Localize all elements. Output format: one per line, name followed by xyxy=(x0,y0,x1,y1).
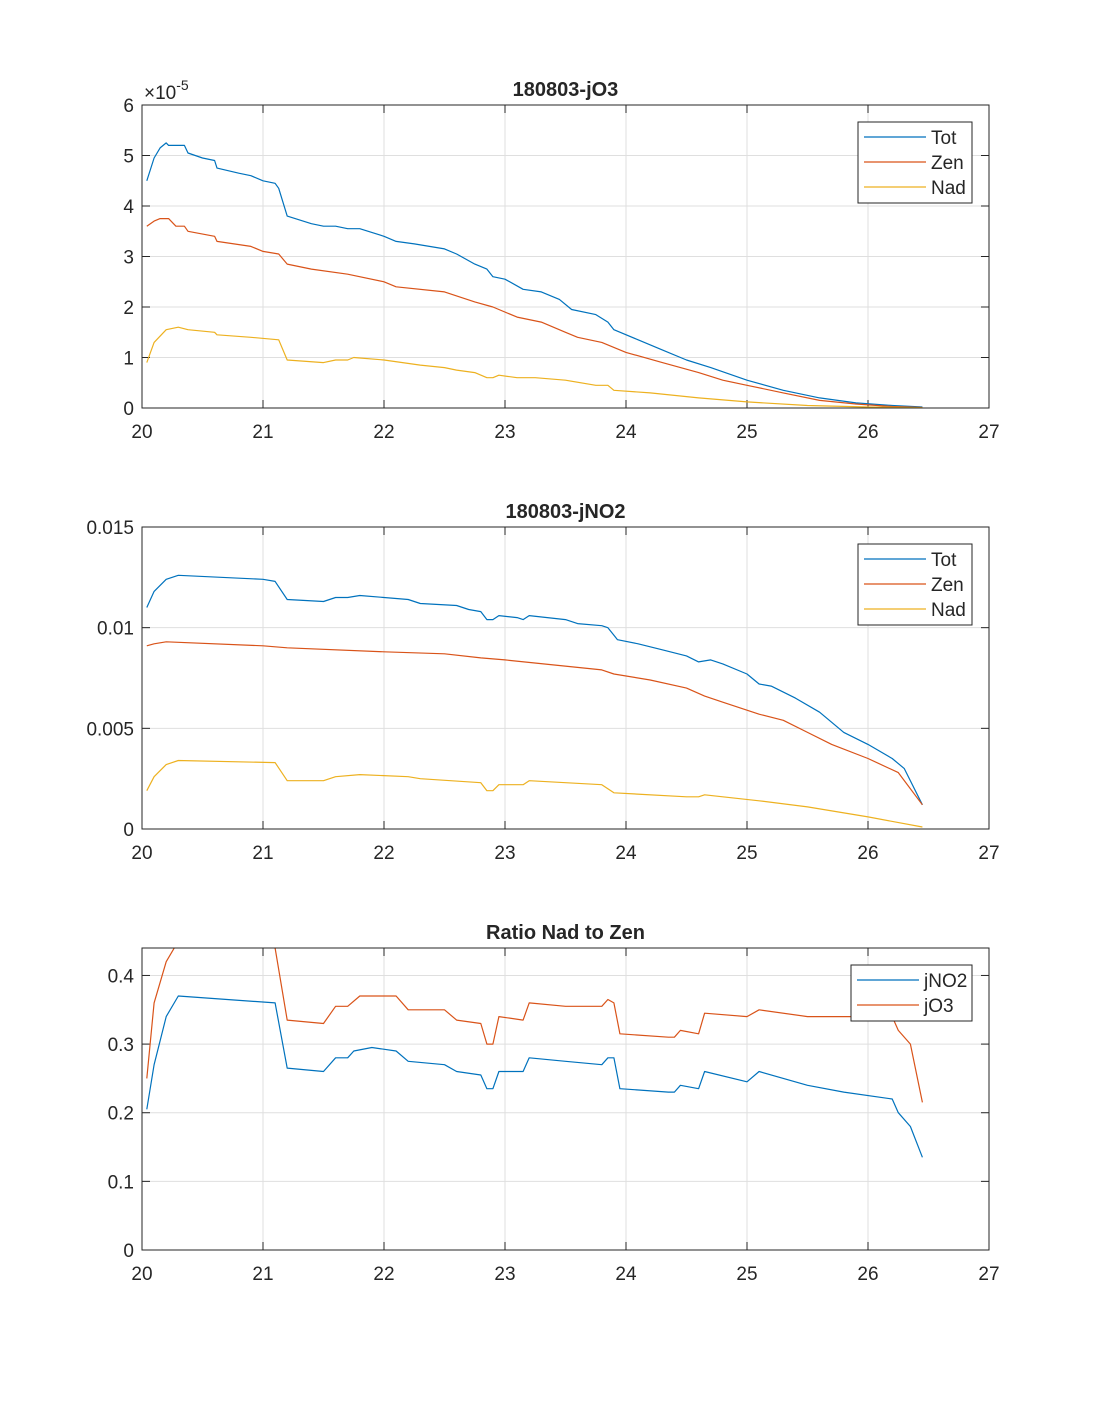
legend-label: Tot xyxy=(931,128,957,149)
y-exponent-label: ×10-5 xyxy=(144,77,189,104)
legend: Tot Zen Nad xyxy=(857,543,973,626)
y-tick-label: 3 xyxy=(123,248,134,269)
legend-label: Zen xyxy=(931,153,964,174)
x-tick-label: 27 xyxy=(978,1264,999,1285)
x-tick-label: 27 xyxy=(978,843,999,864)
x-tick-label: 24 xyxy=(615,1264,637,1285)
y-tick-label: 4 xyxy=(123,197,134,218)
legend: jNO2 jO3 xyxy=(850,964,973,1022)
exponent-value: -5 xyxy=(176,77,189,93)
x-tick-label: 25 xyxy=(736,843,757,864)
legend-label: Tot xyxy=(931,550,957,571)
x-tick-label: 23 xyxy=(494,1264,515,1285)
x-tick-label: 26 xyxy=(857,1264,878,1285)
legend-label: jO3 xyxy=(923,996,954,1017)
x-tick-label: 22 xyxy=(373,843,394,864)
x-tick-label: 27 xyxy=(978,422,999,443)
x-tick-label: 20 xyxy=(131,843,152,864)
axes-box xyxy=(141,104,990,409)
legend-box xyxy=(850,964,973,1022)
y-tick-label: 0 xyxy=(123,399,134,420)
series-line-zen xyxy=(146,641,923,806)
y-tick-label: 5 xyxy=(123,147,134,168)
chart-title: 180803-jNO2 xyxy=(505,501,625,523)
y-tick-label: 2 xyxy=(123,298,134,319)
x-tick-label: 21 xyxy=(252,843,273,864)
x-tick-label: 23 xyxy=(494,422,515,443)
subplot-2: 20 21 22 23 24 25 26 27 0 0.005 0.01 0.015 180803-jN… xyxy=(86,501,999,864)
series-line-nad xyxy=(146,326,923,408)
x-tick-label: 22 xyxy=(373,1264,394,1285)
x-tick-label: 26 xyxy=(857,843,878,864)
series-line-jo3 xyxy=(146,948,923,1103)
x-tick-label: 20 xyxy=(131,422,152,443)
plot-area xyxy=(142,527,989,829)
y-tick-label: 0 xyxy=(123,820,134,841)
x-tick-label: 22 xyxy=(373,422,394,443)
series-group xyxy=(146,948,923,1158)
y-tick-label: 0.01 xyxy=(97,619,134,640)
legend-label: Nad xyxy=(931,600,966,621)
y-tick-label: 6 xyxy=(123,96,134,117)
legend-label: Zen xyxy=(931,575,964,596)
y-tick-label: 0.005 xyxy=(86,719,134,740)
y-tick-label: 0.015 xyxy=(86,518,134,539)
series-line-tot xyxy=(146,142,923,408)
axes-box xyxy=(141,947,990,1251)
y-tick-label: 1 xyxy=(123,349,134,370)
x-tick-label: 23 xyxy=(494,843,515,864)
x-tick-label: 24 xyxy=(615,422,637,443)
x-tick-label: 20 xyxy=(131,1264,152,1285)
series-line-jno2 xyxy=(146,995,923,1158)
series-line-zen xyxy=(146,218,923,408)
series-group xyxy=(146,142,923,408)
axes-box xyxy=(141,526,990,830)
chart-title: 180803-jO3 xyxy=(513,79,619,101)
y-tick-label: 0.2 xyxy=(108,1104,134,1125)
x-tick-label: 26 xyxy=(857,422,878,443)
y-tick-label: 0.4 xyxy=(108,966,135,987)
x-tick-label: 24 xyxy=(615,843,637,864)
y-tick-label: 0.3 xyxy=(108,1035,134,1056)
y-tick-label: 0 xyxy=(123,1241,134,1262)
series-line-nad xyxy=(146,759,923,828)
x-tick-label: 25 xyxy=(736,422,757,443)
exponent-base: ×10 xyxy=(144,83,176,104)
chart-title: Ratio Nad to Zen xyxy=(486,922,645,944)
x-tick-label: 25 xyxy=(736,1264,757,1285)
x-tick-label: 21 xyxy=(252,422,273,443)
y-tick-label: 0.1 xyxy=(108,1172,134,1193)
x-tick-label: 21 xyxy=(252,1264,273,1285)
legend: Tot Zen Nad xyxy=(857,121,973,204)
series-line-tot xyxy=(146,574,923,806)
legend-label: Nad xyxy=(931,178,966,199)
legend-label: jNO2 xyxy=(923,971,967,992)
subplot-3: 20 21 22 23 24 25 26 27 0 0.1 0.2 0.3 0.4 Ratio Nad t… xyxy=(108,922,1000,1285)
series-group xyxy=(146,574,923,828)
